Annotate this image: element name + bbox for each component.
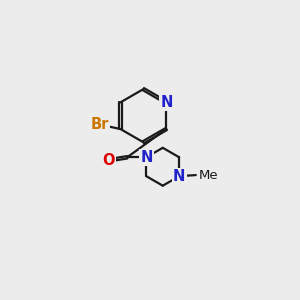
Text: N: N bbox=[173, 169, 185, 184]
Text: Br: Br bbox=[90, 117, 109, 132]
Text: Me: Me bbox=[199, 169, 218, 182]
Text: O: O bbox=[103, 153, 115, 168]
Text: N: N bbox=[140, 150, 152, 165]
Text: N: N bbox=[160, 95, 172, 110]
